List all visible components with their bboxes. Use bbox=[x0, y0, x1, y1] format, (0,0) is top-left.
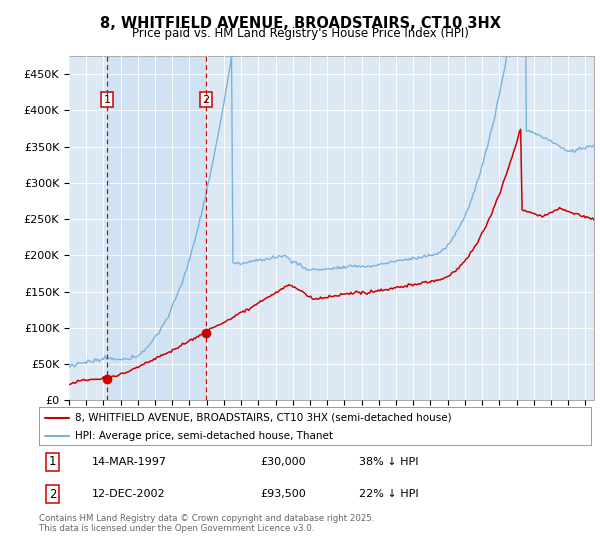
Text: 22% ↓ HPI: 22% ↓ HPI bbox=[359, 489, 419, 499]
Text: 2: 2 bbox=[49, 488, 56, 501]
Text: 8, WHITFIELD AVENUE, BROADSTAIRS, CT10 3HX (semi-detached house): 8, WHITFIELD AVENUE, BROADSTAIRS, CT10 3… bbox=[75, 413, 452, 423]
Text: Contains HM Land Registry data © Crown copyright and database right 2025.
This d: Contains HM Land Registry data © Crown c… bbox=[39, 514, 374, 534]
Text: 14-MAR-1997: 14-MAR-1997 bbox=[91, 457, 166, 466]
Bar bbox=[107, 56, 206, 400]
Text: Price paid vs. HM Land Registry's House Price Index (HPI): Price paid vs. HM Land Registry's House … bbox=[131, 27, 469, 40]
Text: 38% ↓ HPI: 38% ↓ HPI bbox=[359, 457, 419, 466]
Text: HPI: Average price, semi-detached house, Thanet: HPI: Average price, semi-detached house,… bbox=[75, 431, 333, 441]
Text: 12-DEC-2002: 12-DEC-2002 bbox=[91, 489, 165, 499]
Bar bbox=[107, 56, 206, 400]
Text: £30,000: £30,000 bbox=[260, 457, 305, 466]
Text: 1: 1 bbox=[49, 455, 56, 468]
Text: £93,500: £93,500 bbox=[260, 489, 305, 499]
Text: 2: 2 bbox=[202, 95, 209, 105]
Text: 1: 1 bbox=[104, 95, 110, 105]
Text: 8, WHITFIELD AVENUE, BROADSTAIRS, CT10 3HX: 8, WHITFIELD AVENUE, BROADSTAIRS, CT10 3… bbox=[100, 16, 500, 31]
